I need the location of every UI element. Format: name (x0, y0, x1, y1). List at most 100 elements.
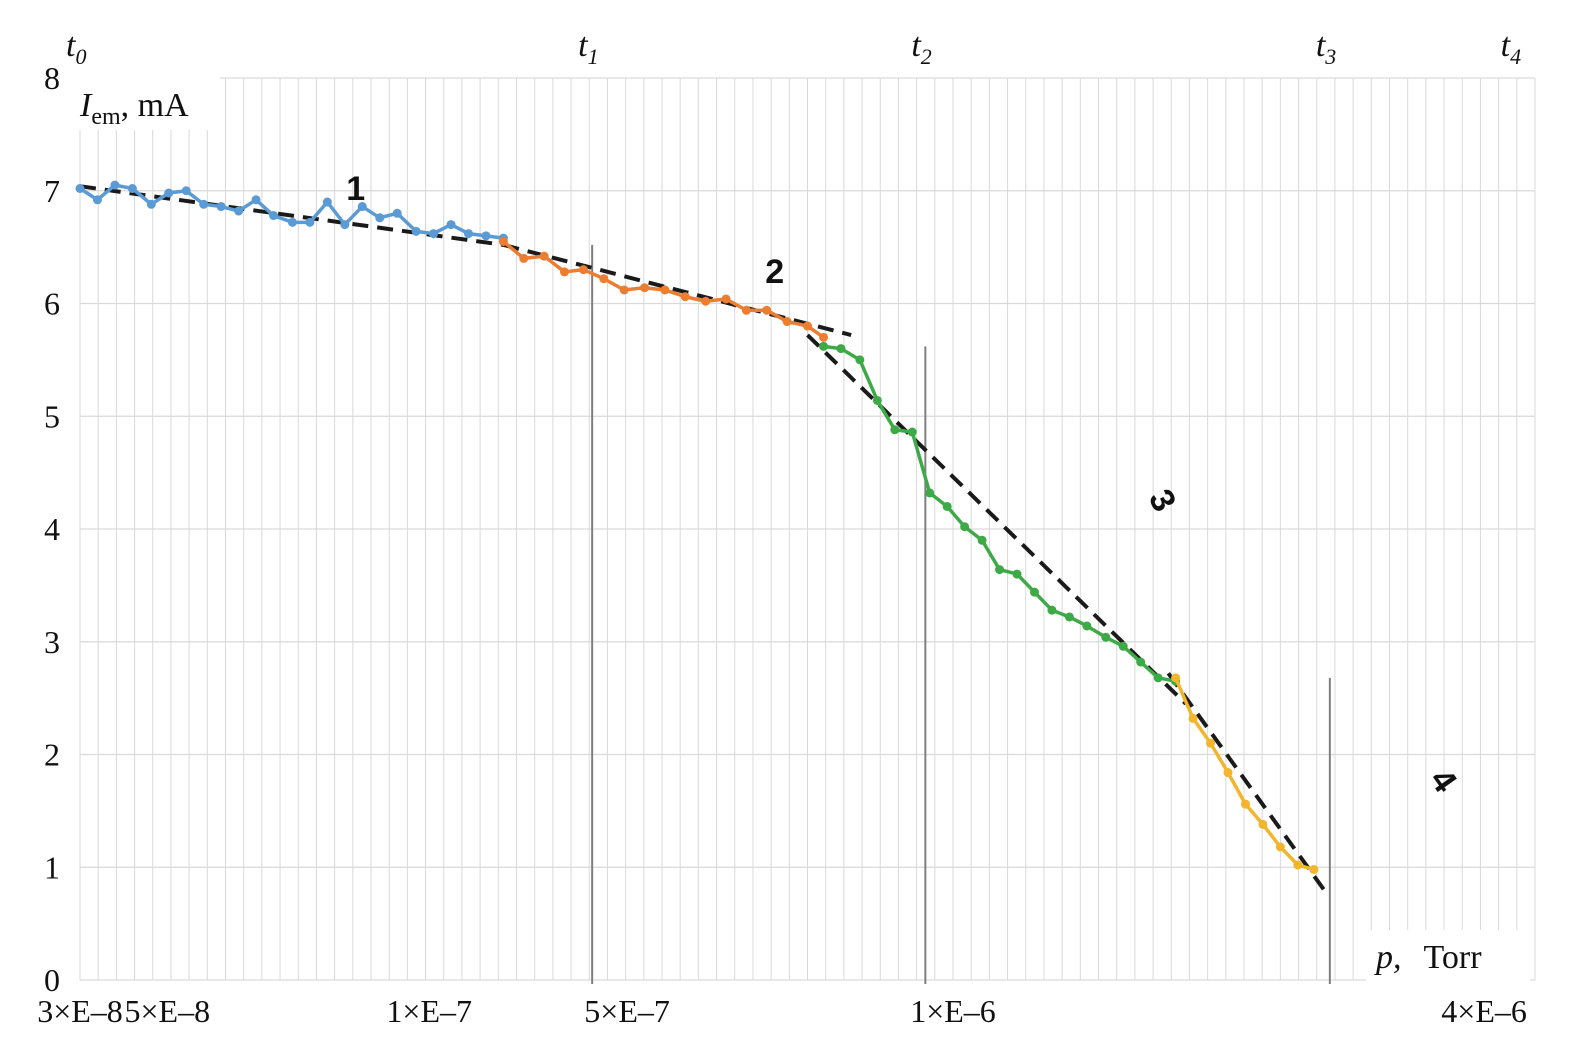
data-point (446, 220, 456, 230)
data-point (660, 285, 670, 295)
data-point (836, 344, 846, 354)
data-point (701, 296, 711, 306)
data-point (164, 188, 174, 198)
x-axis-symbol: p, (1374, 939, 1402, 976)
data-point (92, 195, 102, 205)
y-tick-label: 7 (44, 173, 60, 209)
data-point (1258, 819, 1268, 829)
segment-label: 4 (1422, 762, 1464, 799)
y-axis-symbol: I (79, 87, 93, 124)
data-point (1064, 612, 1074, 622)
data-point (1136, 657, 1146, 667)
y-tick-label: 2 (44, 737, 60, 773)
segment-label: 3 (1141, 483, 1183, 518)
data-point (890, 425, 900, 435)
data-point (429, 229, 439, 239)
data-point (357, 202, 367, 212)
data-point (251, 195, 261, 205)
data-point (599, 274, 609, 284)
y-axis-unit: , mA (121, 87, 189, 124)
data-point (392, 208, 402, 218)
event-markers: t0 t1 t2 t3 t4 (66, 27, 1521, 984)
data-point (1206, 738, 1216, 748)
data-point (463, 229, 473, 239)
chart-grid (79, 77, 1536, 981)
x-axis-unit: Torr (1424, 939, 1483, 976)
x-tick-label: 5×E–8 (125, 993, 211, 1029)
data-point (925, 488, 935, 498)
segment-labels: 1 2 3 4 (346, 170, 1464, 800)
data-point (181, 186, 191, 196)
data-point (640, 283, 650, 293)
data-point (1223, 768, 1233, 778)
data-point (1047, 605, 1057, 615)
x-tick-label: 4×E–6 (1441, 993, 1527, 1029)
x-tick-labels: 3×E–8 5×E–8 1×E–7 5×E–7 1×E–6 4×E–6 (37, 993, 1527, 1029)
data-point (1309, 865, 1319, 875)
data-point (1240, 799, 1250, 809)
data-point (1029, 587, 1039, 597)
data-point (481, 231, 491, 241)
segment-label: 1 (346, 170, 365, 208)
trend-lines (79, 184, 1326, 891)
data-point (340, 220, 350, 230)
data-point (305, 217, 315, 227)
data-point (782, 317, 792, 327)
series-line (1174, 677, 1315, 872)
data-point (907, 427, 917, 437)
data-point (539, 251, 549, 261)
data-point (110, 180, 120, 190)
data-point (1171, 673, 1181, 683)
data-point (762, 305, 772, 315)
data-point (1101, 632, 1111, 642)
y-tick-label: 8 (44, 60, 60, 96)
data-point (960, 522, 970, 532)
data-point (872, 395, 882, 405)
data-point (1275, 842, 1285, 852)
data-series (75, 180, 1319, 875)
data-point (199, 199, 209, 209)
segment-label: 2 (765, 253, 784, 291)
data-point (619, 285, 629, 295)
data-point (322, 197, 332, 207)
event-label: t2 (911, 27, 931, 69)
x-axis-title: p, Torr (1374, 939, 1482, 976)
data-point (234, 206, 244, 216)
data-point (375, 213, 385, 223)
y-axis-title-backdrop (74, 72, 220, 130)
data-point (127, 183, 137, 193)
data-point (411, 226, 421, 236)
data-point (519, 253, 529, 263)
data-point (1118, 641, 1128, 651)
event-label: t3 (1316, 27, 1336, 69)
x-axis-title-backdrop (1366, 930, 1530, 982)
y-tick-labels: 0 1 2 3 4 5 6 7 8 (44, 60, 60, 998)
y-tick-label: 3 (44, 624, 60, 660)
y-tick-label: 0 (44, 962, 60, 998)
data-point (942, 501, 952, 511)
data-point (819, 341, 829, 351)
data-point (578, 265, 588, 275)
data-point (1293, 860, 1303, 870)
data-point (977, 535, 987, 545)
trend-line (79, 184, 504, 247)
data-point (995, 565, 1005, 575)
y-tick-label: 4 (44, 511, 60, 547)
x-tick-label: 3×E–8 (37, 993, 123, 1029)
data-point (560, 267, 570, 277)
trend-line (1166, 672, 1326, 891)
data-point (75, 183, 85, 193)
data-point (855, 355, 865, 365)
data-point (269, 211, 279, 221)
data-point (680, 292, 690, 302)
x-tick-label: 5×E–7 (584, 993, 670, 1029)
event-label: t0 (66, 27, 86, 69)
data-point (216, 202, 226, 212)
data-point (1082, 621, 1092, 631)
x-tick-label: 1×E–6 (910, 993, 996, 1029)
trend-line (806, 333, 1188, 706)
data-point (741, 305, 751, 315)
data-point (146, 199, 156, 209)
data-point (1153, 673, 1163, 683)
